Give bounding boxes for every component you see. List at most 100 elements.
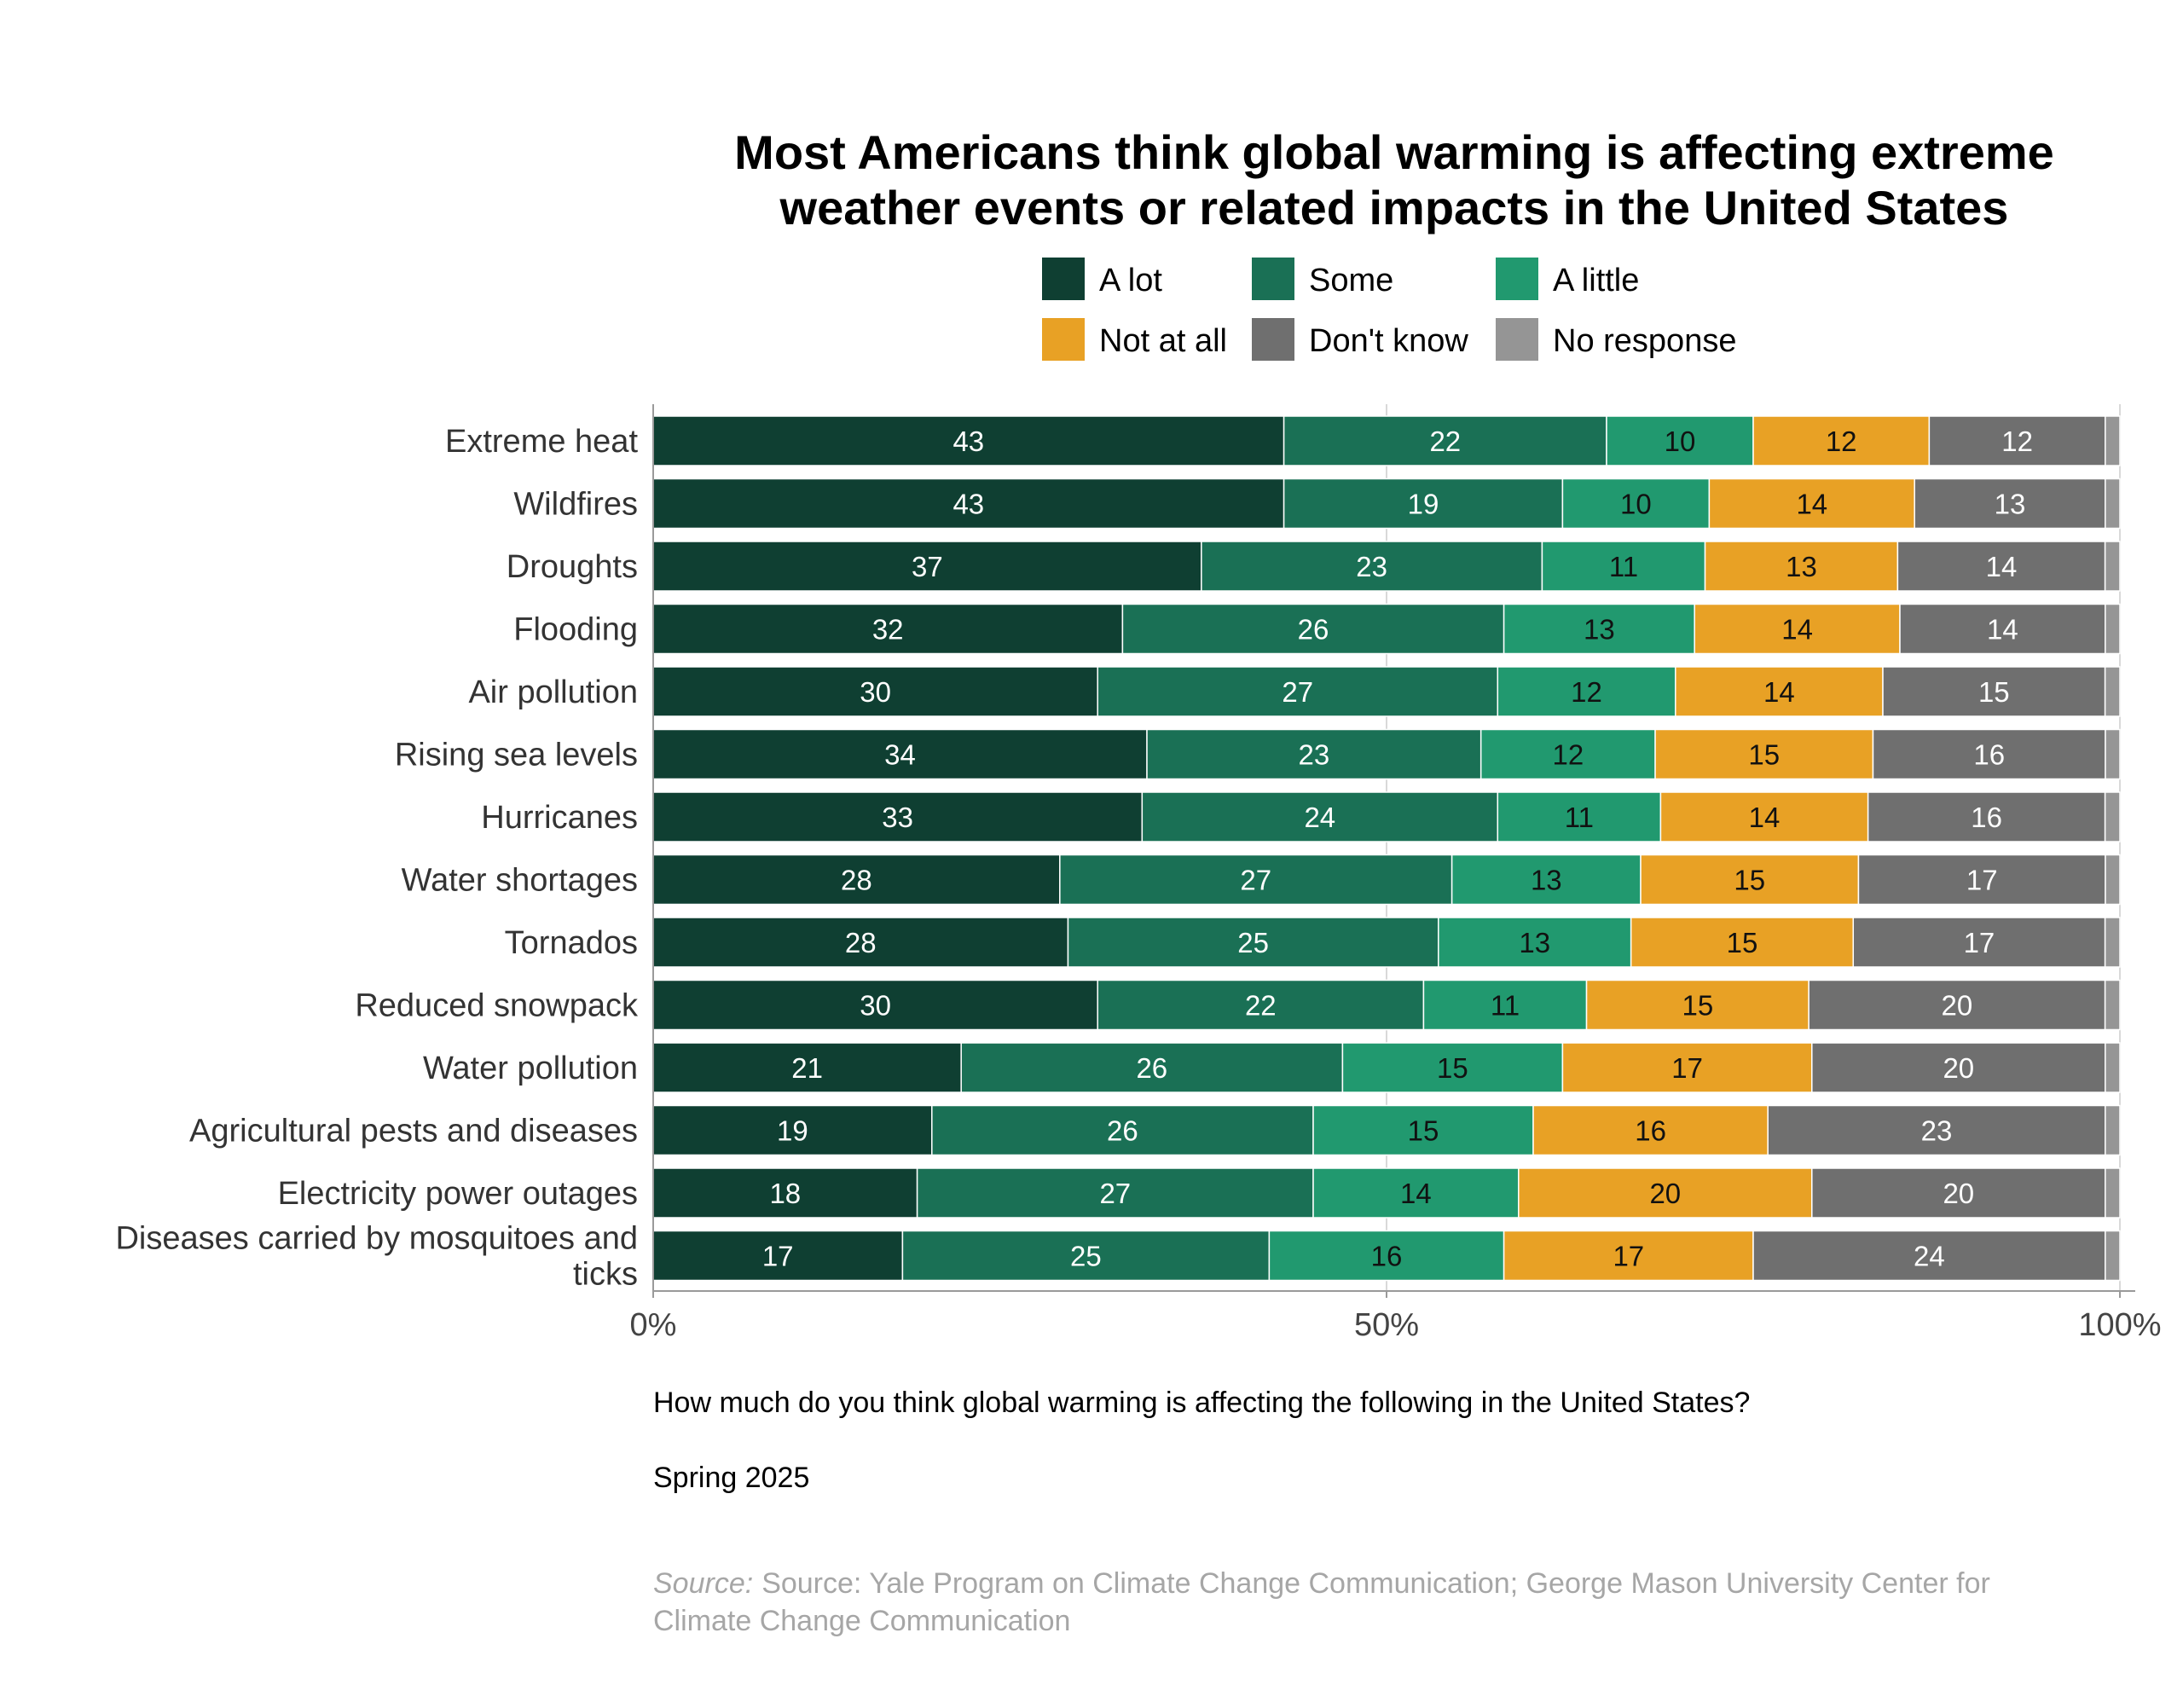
bar-agricultural-pests-and-diseases-not-at-all (1532, 1104, 1769, 1156)
bar-label-rising-sea-levels-some: 23 (1298, 739, 1329, 771)
category-label-wildfires: Wildfires (513, 487, 638, 523)
bar-flooding-don-t-know (1899, 603, 2106, 655)
bar-agricultural-pests-and-diseases-a-little (1312, 1104, 1534, 1156)
bar-wildfires-some (1283, 478, 1564, 530)
legend-label-don-t-know: Don't know (1309, 323, 1468, 359)
bar-extreme-heat-don-t-know (1928, 415, 2106, 466)
bar-label-rising-sea-levels-a-lot: 34 (884, 739, 916, 771)
bar-water-pollution-not-at-all (1561, 1042, 1813, 1093)
bar-label-reduced-snowpack-a-lot: 30 (860, 990, 891, 1022)
bar-reduced-snowpack-no-response (2104, 979, 2121, 1031)
bar-label-agricultural-pests-and-diseases-a-lot: 19 (777, 1115, 808, 1147)
legend: A lot Some A little Not at all Don't know No … (1042, 258, 1736, 361)
bar-label-air-pollution-not-at-all: 14 (1763, 676, 1795, 708)
bar-wildfires-no-response (2105, 478, 2121, 530)
bar-label-extreme-heat-don-t-know: 12 (2001, 426, 2033, 457)
bar-water-pollution-some (960, 1042, 1344, 1093)
bar-electricity-power-outages-not-at-all (1518, 1167, 1813, 1219)
bar-water-shortages-some (1059, 854, 1453, 906)
bar-label-tornados-a-lot: 28 (845, 927, 877, 958)
bar-label-wildfires-some: 19 (1408, 489, 1439, 520)
bar-label-flooding-a-lot: 32 (872, 614, 904, 646)
bar-label-droughts-not-at-all: 13 (1786, 551, 1817, 582)
bar-label-hurricanes-not-at-all: 14 (1749, 802, 1781, 833)
category-label-flooding: Flooding (513, 612, 638, 648)
bar-air-pollution-a-lot (652, 666, 1098, 717)
bar-label-electricity-power-outages-some: 27 (1099, 1178, 1131, 1209)
bar-label-water-shortages-not-at-all: 15 (1734, 865, 1765, 896)
bar-label-extreme-heat-not-at-all: 12 (1826, 426, 1857, 457)
bar-label-flooding-some: 26 (1298, 614, 1329, 646)
bars (652, 415, 2121, 1282)
chart-title: Most Americans think global warming is a… (734, 125, 2054, 234)
bar-extreme-heat-no-response (2105, 415, 2121, 466)
bar-wildfires-not-at-all (1708, 478, 1915, 530)
bar-label-wildfires-don-t-know: 13 (1995, 489, 2026, 520)
bar-water-shortages-not-at-all (1640, 854, 1860, 906)
bar-label-water-pollution-some: 26 (1136, 1052, 1167, 1084)
bar-label-water-pollution-a-lot: 21 (791, 1052, 823, 1084)
x-tick-label-0: 0% (630, 1307, 677, 1343)
bar-extreme-heat-not-at-all (1752, 415, 1931, 466)
legend-label-some: Some (1309, 263, 1393, 298)
legend-swatch-no-response (1496, 318, 1538, 361)
bar-diseases-carried-by-mosquitoes-and-ticks-no-response (2105, 1230, 2121, 1282)
bar-label-flooding-not-at-all: 14 (1781, 614, 1813, 646)
bar-label-tornados-some: 25 (1237, 927, 1269, 958)
bar-label-diseases-carried-by-mosquitoes-and-ticks-some: 25 (1070, 1241, 1102, 1272)
category-label-water-pollution: Water pollution (423, 1051, 638, 1086)
legend-label-no-response: No response (1553, 323, 1736, 359)
bar-label-reduced-snowpack-some: 22 (1245, 990, 1277, 1022)
bar-rising-sea-levels-a-lot (652, 728, 1148, 780)
chart-title-line-2: weather events or related impacts in the… (779, 181, 2009, 234)
bar-label-hurricanes-don-t-know: 16 (1971, 802, 2002, 833)
bar-air-pollution-not-at-all (1675, 666, 1884, 717)
legend-swatch-don-t-know (1252, 318, 1294, 361)
bar-label-reduced-snowpack-don-t-know: 20 (1942, 990, 1973, 1022)
bar-wildfires-a-little (1561, 478, 1711, 530)
bar-label-tornados-don-t-know: 17 (1964, 927, 1995, 958)
bar-diseases-carried-by-mosquitoes-and-ticks-some (901, 1230, 1271, 1282)
x-tick-labels: 0% 50% 100% (630, 1291, 2162, 1343)
bar-extreme-heat-a-little (1606, 415, 1754, 466)
bar-rising-sea-levels-no-response (2105, 728, 2121, 780)
bar-air-pollution-a-little (1497, 666, 1676, 717)
source-text: Source: Yale Program on Climate Change C… (761, 1567, 1990, 1600)
bar-label-electricity-power-outages-a-lot: 18 (769, 1178, 801, 1209)
bar-label-water-shortages-some: 27 (1240, 865, 1271, 896)
bar-label-water-pollution-a-little: 15 (1437, 1052, 1468, 1084)
bar-label-wildfires-not-at-all: 14 (1796, 489, 1827, 520)
bar-hurricanes-some (1141, 791, 1499, 842)
bar-hurricanes-no-response (2104, 791, 2121, 842)
bar-tornados-don-t-know (1852, 917, 2106, 968)
gridlines (652, 404, 2121, 1291)
bar-droughts-not-at-all (1704, 541, 1899, 592)
legend-label-not-at-all: Not at all (1099, 323, 1227, 359)
bar-electricity-power-outages-no-response (2105, 1167, 2121, 1219)
bar-diseases-carried-by-mosquitoes-and-ticks-not-at-all (1503, 1230, 1754, 1282)
bar-label-extreme-heat-a-lot: 43 (953, 426, 984, 457)
legend-swatch-a-little (1496, 258, 1538, 300)
bar-label-wildfires-a-little: 10 (1620, 489, 1652, 520)
source-line-1: Source: Source: Yale Program on Climate C… (653, 1567, 1990, 1600)
bar-label-extreme-heat-a-little: 10 (1665, 426, 1696, 457)
category-label-electricity-power-outages: Electricity power outages (278, 1176, 638, 1212)
bar-label-rising-sea-levels-don-t-know: 16 (1973, 739, 2005, 771)
bar-flooding-a-little (1503, 603, 1695, 655)
category-label-agricultural-pests-and-diseases: Agricultural pests and diseases (189, 1114, 638, 1149)
category-label-air-pollution: Air pollution (468, 675, 638, 710)
bar-label-flooding-don-t-know: 14 (1987, 614, 2018, 646)
x-tick-label-50: 50% (1354, 1307, 1419, 1343)
bar-label-water-shortages-don-t-know: 17 (1966, 865, 1998, 896)
bar-label-flooding-a-little: 13 (1584, 614, 1615, 646)
bar-rising-sea-levels-some (1146, 728, 1482, 780)
bar-label-agricultural-pests-and-diseases-a-little: 15 (1408, 1115, 1439, 1147)
bar-wildfires-don-t-know (1914, 478, 2106, 530)
category-label-reduced-snowpack: Reduced snowpack (355, 988, 639, 1024)
bar-tornados-no-response (2104, 917, 2121, 968)
bar-label-air-pollution-a-lot: 30 (860, 676, 891, 708)
bar-label-water-pollution-not-at-all: 17 (1671, 1052, 1703, 1084)
category-label-extreme-heat: Extreme heat (445, 424, 638, 460)
bar-hurricanes-don-t-know (1867, 791, 2106, 842)
bar-electricity-power-outages-a-little (1312, 1167, 1520, 1219)
